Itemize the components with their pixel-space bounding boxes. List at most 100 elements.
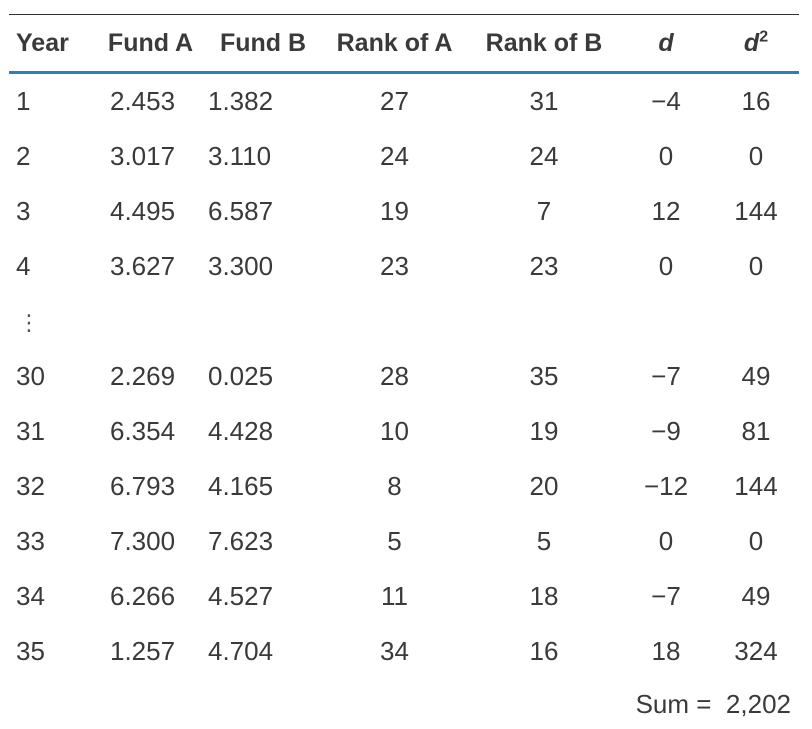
cell-fund-b: 1.382 [206,73,320,130]
cell-fund-b: 6.587 [206,184,320,239]
vertical-ellipsis: ⋮ [16,318,40,327]
cell-fund-b: 4.527 [206,569,320,624]
cell-rank-a: 19 [320,184,469,239]
cell-d-squared: 0 [713,239,799,294]
header-fund-b: Fund B [206,15,320,73]
cell-rank-b: 5 [469,514,619,569]
cell-d: −7 [619,349,713,404]
sum-cell: Sum = 2,202 [9,679,799,729]
cell-fund-b: 3.300 [206,239,320,294]
cell-d-squared: 144 [713,184,799,239]
cell-year: 33 [9,514,95,569]
cell-d: 0 [619,129,713,184]
cell-fund-a: 4.495 [95,184,206,239]
cell-d: 0 [619,514,713,569]
cell-d-squared: 0 [713,514,799,569]
cell-rank-a: 27 [320,73,469,130]
cell-year: 34 [9,569,95,624]
header-d-squared-exponent: 2 [759,28,768,45]
cell-d: 18 [619,624,713,679]
sum-label: Sum = [636,689,712,719]
cell-fund-a: 3.017 [95,129,206,184]
cell-fund-a: 2.269 [95,349,206,404]
rank-correlation-table: Year Fund A Fund B Rank of A Rank of B d… [9,14,799,729]
cell-rank-b: 18 [469,569,619,624]
cell-d: −7 [619,569,713,624]
cell-year: 2 [9,129,95,184]
cell-d-squared: 16 [713,73,799,130]
header-d-squared: d2 [713,15,799,73]
table-header: Year Fund A Fund B Rank of A Rank of B d… [9,15,799,73]
header-d: d [619,15,713,73]
cell-rank-a: 24 [320,129,469,184]
cell-year: 30 [9,349,95,404]
cell-rank-a: 28 [320,349,469,404]
cell-d: −4 [619,73,713,130]
cell-fund-b: 4.428 [206,404,320,459]
cell-rank-b: 7 [469,184,619,239]
cell-fund-b: 7.623 [206,514,320,569]
cell-fund-a: 1.257 [95,624,206,679]
header-row: Year Fund A Fund B Rank of A Rank of B d… [9,15,799,73]
cell-rank-b: 19 [469,404,619,459]
cell-year: 35 [9,624,95,679]
cell-d-squared: 81 [713,404,799,459]
cell-rank-b: 31 [469,73,619,130]
cell-fund-a: 2.453 [95,73,206,130]
cell-rank-b: 20 [469,459,619,514]
cell-rank-a: 8 [320,459,469,514]
cell-d: 12 [619,184,713,239]
cell-rank-b: 35 [469,349,619,404]
cell-d-squared: 144 [713,459,799,514]
header-rank-b: Rank of B [469,15,619,73]
cell-year: 32 [9,459,95,514]
cell-rank-a: 5 [320,514,469,569]
cell-fund-a: 6.266 [95,569,206,624]
cell-rank-b: 16 [469,624,619,679]
header-rank-a: Rank of A [320,15,469,73]
sum-row: Sum = 2,202 [9,679,799,729]
cell-d-squared: 49 [713,349,799,404]
sum-value: 2,202 [726,689,791,719]
cell-rank-a: 10 [320,404,469,459]
cell-d: 0 [619,239,713,294]
cell-year: 4 [9,239,95,294]
header-year: Year [9,15,95,73]
cell-year: 31 [9,404,95,459]
ellipsis-cell: ⋮ [9,294,799,349]
ellipsis-row: ⋮ [9,294,799,349]
cell-d-squared: 324 [713,624,799,679]
cell-fund-a: 3.627 [95,239,206,294]
cell-d: −12 [619,459,713,514]
cell-fund-a: 6.354 [95,404,206,459]
cell-fund-b: 4.704 [206,624,320,679]
cell-d: −9 [619,404,713,459]
cell-fund-b: 4.165 [206,459,320,514]
cell-rank-a: 11 [320,569,469,624]
cell-rank-a: 34 [320,624,469,679]
cell-rank-a: 23 [320,239,469,294]
cell-fund-a: 7.300 [95,514,206,569]
cell-year: 1 [9,73,95,130]
cell-d-squared: 49 [713,569,799,624]
cell-d-squared: 0 [713,129,799,184]
cell-rank-b: 23 [469,239,619,294]
rank-table-container: Year Fund A Fund B Rank of A Rank of B d… [9,14,792,729]
header-fund-a: Fund A [95,15,206,73]
cell-fund-a: 6.793 [95,459,206,514]
cell-fund-b: 0.025 [206,349,320,404]
cell-year: 3 [9,184,95,239]
header-d-squared-base: d [744,29,759,57]
cell-fund-b: 3.110 [206,129,320,184]
